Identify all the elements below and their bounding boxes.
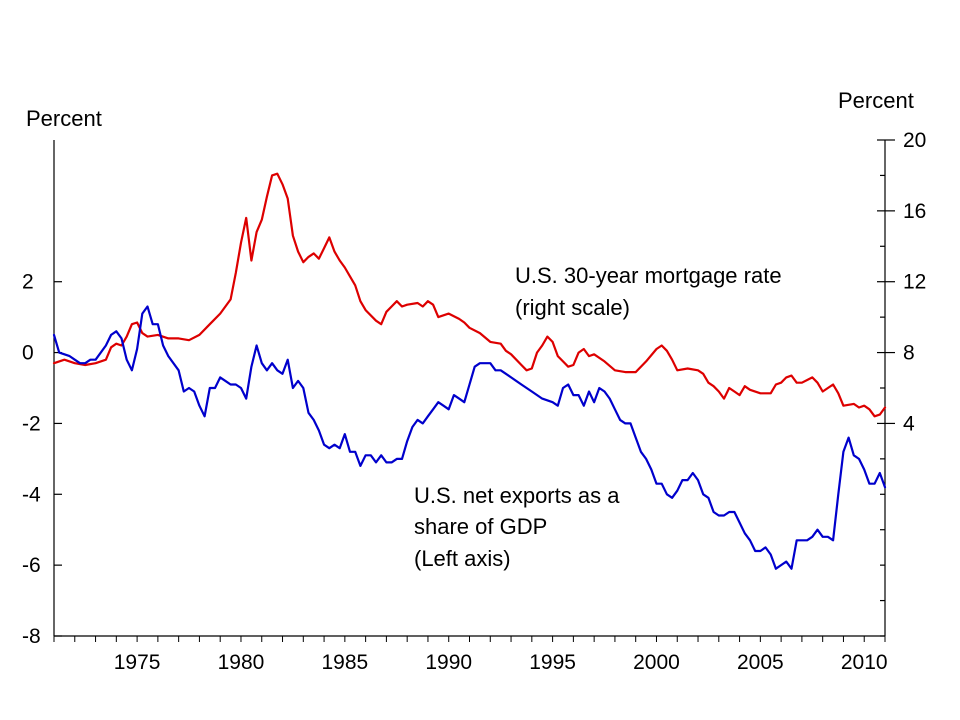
left-tick-label: 2 bbox=[22, 271, 34, 294]
left-tick-label: -6 bbox=[22, 554, 41, 577]
net-exports-annotation-line-2: share of GDP bbox=[414, 514, 547, 539]
mortgage-annotation: U.S. 30-year mortgage rate (right scale) bbox=[515, 263, 788, 320]
right-tick-label: 8 bbox=[903, 342, 915, 365]
x-tick-label: 2000 bbox=[633, 651, 680, 674]
x-axis-ticks: 1975 1980 1985 1990 1995 2000 2005 2010 bbox=[53, 636, 888, 674]
mortgage-annotation-line-2: (right scale) bbox=[515, 295, 630, 320]
right-axis-title: Percent bbox=[838, 88, 914, 113]
mortgage-series-line bbox=[52, 172, 887, 418]
x-tick-label: 1975 bbox=[114, 651, 161, 674]
left-axis-title: Percent bbox=[26, 106, 102, 131]
net-exports-annotation: U.S. net exports as a share of GDP (Left… bbox=[414, 483, 626, 571]
left-tick-label: 0 bbox=[22, 342, 34, 365]
net-exports-annotation-line-3: (Left axis) bbox=[414, 546, 511, 571]
right-tick-label: 12 bbox=[903, 271, 926, 294]
right-axis-ticks: 20 16 12 8 4 bbox=[877, 129, 926, 637]
right-tick-label: 16 bbox=[903, 200, 926, 223]
x-tick-label: 2010 bbox=[841, 651, 888, 674]
x-tick-label: 1995 bbox=[529, 651, 576, 674]
net_exports-series-line bbox=[52, 305, 887, 570]
x-tick-label: 1990 bbox=[425, 651, 472, 674]
net-exports-annotation-line-1: U.S. net exports as a bbox=[414, 483, 620, 508]
series-layer bbox=[52, 172, 887, 570]
left-axis-ticks: 2 0 -2 -4 -6 -8 bbox=[22, 271, 62, 648]
left-tick-label: -4 bbox=[22, 483, 41, 506]
left-tick-label: -8 bbox=[22, 625, 41, 648]
x-tick-label: 1985 bbox=[321, 651, 368, 674]
left-tick-label: -2 bbox=[22, 412, 41, 435]
x-tick-label: 2005 bbox=[737, 651, 784, 674]
right-tick-label: 4 bbox=[903, 412, 915, 435]
x-tick-label: 1980 bbox=[218, 651, 265, 674]
mortgage-annotation-line-1: U.S. 30-year mortgage rate bbox=[515, 263, 782, 288]
right-tick-label: 20 bbox=[903, 129, 926, 152]
